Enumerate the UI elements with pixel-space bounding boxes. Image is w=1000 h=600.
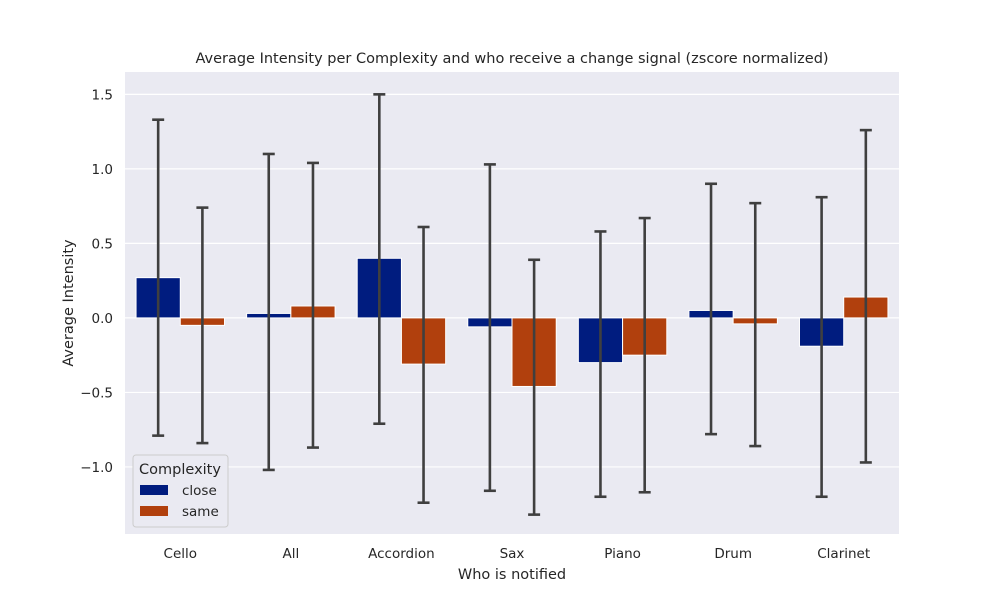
x-tick-label: Cello bbox=[164, 546, 198, 562]
x-tick-label: Drum bbox=[714, 546, 752, 562]
x-tick-label: Sax bbox=[500, 546, 525, 562]
x-tick-label: Piano bbox=[604, 546, 641, 562]
plot-area bbox=[125, 72, 899, 534]
y-tick-label: 1.0 bbox=[92, 162, 113, 178]
errorbar-close-all bbox=[262, 152, 275, 472]
errorbar-close-accordion bbox=[373, 93, 386, 426]
errorbar-same-cello bbox=[196, 206, 209, 445]
legend-label-close: close bbox=[182, 483, 217, 499]
y-tick-label: 0.5 bbox=[92, 236, 113, 252]
legend-swatch-close bbox=[140, 485, 168, 495]
legend-label-same: same bbox=[182, 504, 219, 520]
errorbar-same-sax bbox=[528, 258, 541, 516]
errorbar-same-all bbox=[306, 161, 319, 449]
chart-title: Average Intensity per Complexity and who… bbox=[195, 51, 828, 67]
errorbar-close-drum bbox=[705, 182, 718, 436]
errorbar-same-clarinet bbox=[859, 128, 872, 464]
errorbar-same-drum bbox=[749, 201, 762, 448]
y-axis-label: Average Intensity bbox=[61, 239, 77, 367]
errorbar-close-sax bbox=[483, 163, 496, 493]
legend-title: Complexity bbox=[139, 462, 221, 478]
error-bars bbox=[152, 93, 872, 516]
errorbar-close-piano bbox=[594, 230, 607, 499]
x-axis-ticks: Cello All Accordion Sax Piano Drum Clarinet bbox=[164, 546, 871, 562]
y-tick-label: 1.5 bbox=[92, 87, 113, 103]
x-tick-label: Clarinet bbox=[817, 546, 870, 562]
y-axis-ticks: 1.5 1.0 0.5 0.0 −0.5 −1.0 bbox=[80, 87, 113, 476]
errorbar-close-cello bbox=[152, 118, 165, 437]
x-tick-label: All bbox=[282, 546, 299, 562]
legend-swatch-same bbox=[140, 506, 168, 516]
y-tick-label: −1.0 bbox=[80, 460, 113, 476]
x-axis-label: Who is notified bbox=[458, 567, 566, 583]
errorbar-same-piano bbox=[638, 216, 651, 494]
errorbar-close-clarinet bbox=[815, 195, 828, 499]
y-tick-label: 0.0 bbox=[92, 311, 113, 327]
legend: Complexity close same bbox=[132, 454, 229, 528]
x-tick-label: Accordion bbox=[368, 546, 435, 562]
y-tick-label: −0.5 bbox=[80, 385, 113, 401]
errorbar-same-accordion bbox=[417, 225, 430, 505]
